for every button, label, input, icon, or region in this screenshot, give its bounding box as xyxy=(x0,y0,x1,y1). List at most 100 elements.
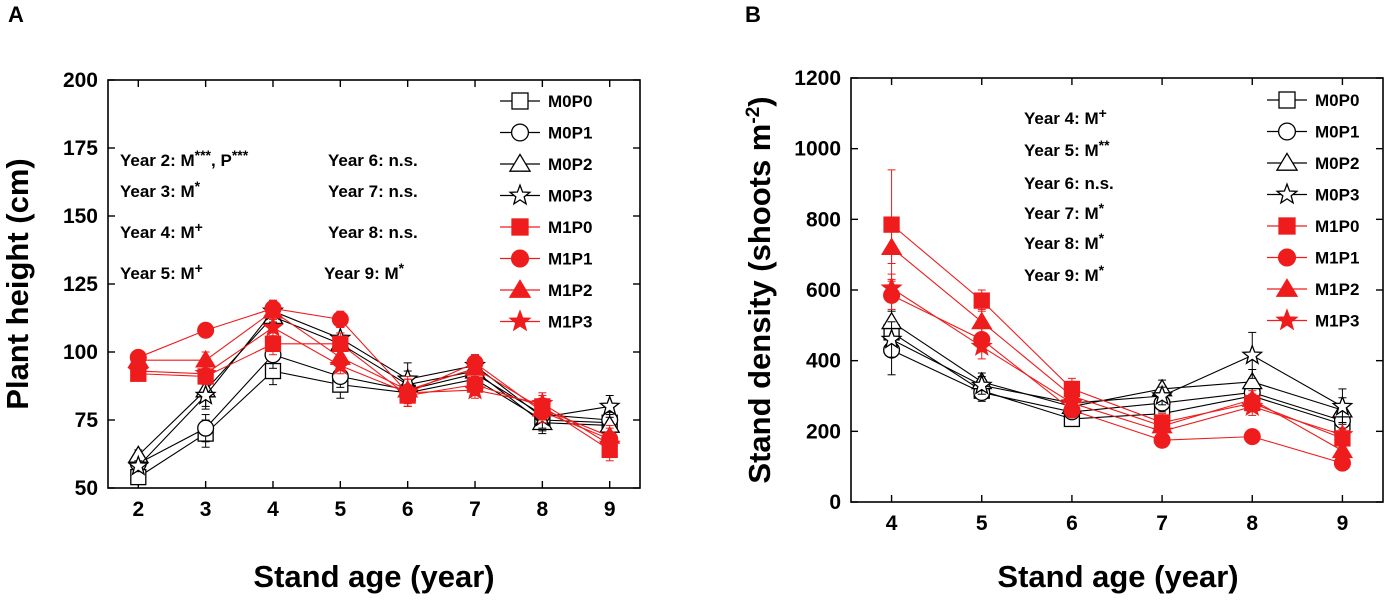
annotation-year8: Year 8: n.s. xyxy=(328,223,418,242)
data-point xyxy=(331,310,349,328)
y-tick-label: 100 xyxy=(63,341,98,364)
data-point xyxy=(1243,428,1261,446)
legend-label: M0P1 xyxy=(1315,123,1359,142)
legend-marker xyxy=(1277,248,1297,267)
annotation-significance-mark: + xyxy=(195,219,203,235)
panel-b-series xyxy=(880,169,1354,472)
data-point xyxy=(194,362,217,384)
legend-item-M1P2: M1P2 xyxy=(1267,278,1359,299)
annotation-text: Year 8: M xyxy=(1024,234,1099,253)
legend-item-M1P3: M1P3 xyxy=(500,309,592,332)
legend-label: M0P0 xyxy=(1315,91,1359,110)
legend-marker xyxy=(511,218,529,236)
legend-marker xyxy=(1277,122,1297,141)
legend-item-M1P0: M1P0 xyxy=(500,218,592,237)
data-point xyxy=(127,359,150,381)
panel-b-legend: M0P0 M0P1 M0P2 M0P3 M1P0 M1P1 M1P2 M1P3 xyxy=(1267,91,1359,331)
legend-label: M0P2 xyxy=(1315,154,1359,173)
legend-item-M0P2: M0P2 xyxy=(1267,152,1359,173)
panel-b-y-axis-label: Stand density (shoots m-2) xyxy=(742,96,777,483)
annotation-year7: Year 7: n.s. xyxy=(328,182,418,201)
annotation-year3: Year 3: M*​ xyxy=(120,178,201,201)
data-point xyxy=(463,378,487,400)
data-point xyxy=(970,334,993,356)
y-tick-label: 600 xyxy=(806,279,841,302)
annotation-year9: Year 9: M*​ xyxy=(324,260,405,283)
data-point xyxy=(970,373,993,395)
annotation-significance-mark: * xyxy=(195,178,201,194)
annotation-text: Year 6: n.s. xyxy=(328,151,418,170)
data-point xyxy=(329,353,352,375)
annotation-year4: Year 4: M+​ xyxy=(1024,105,1107,128)
data-point xyxy=(464,358,486,376)
data-point xyxy=(194,383,217,405)
data-point xyxy=(1331,440,1354,459)
annotation-text: Year 3: M xyxy=(120,182,195,201)
series-M1P1 xyxy=(883,280,1351,472)
legend-item-M1P0: M1P0 xyxy=(1267,217,1359,236)
data-point xyxy=(880,237,903,255)
series-M1P2 xyxy=(880,231,1354,459)
data-point xyxy=(264,335,282,352)
data-point xyxy=(883,216,900,233)
annotation-text: Year 8: n.s. xyxy=(328,223,418,242)
data-point xyxy=(1151,384,1174,406)
legend-marker xyxy=(1278,217,1296,235)
panel-a-letter: A xyxy=(8,2,24,27)
y-tick-label: 150 xyxy=(63,205,98,228)
panel-a-y-axis-label: Plant height (cm) xyxy=(0,158,35,409)
legend-label: M0P3 xyxy=(548,187,592,206)
x-tick-label: 9 xyxy=(604,498,616,521)
legend-label: M1P2 xyxy=(1315,280,1359,299)
legend-label: M1P3 xyxy=(1315,312,1359,331)
series-line xyxy=(138,310,610,437)
y-tick-label: 50 xyxy=(75,477,98,500)
data-point xyxy=(1241,371,1263,390)
legend-marker xyxy=(1275,182,1299,205)
y-axis-label-close: ) xyxy=(742,96,777,106)
annotation-text: Year 4: M xyxy=(120,223,195,242)
y-tick-label: 1200 xyxy=(794,67,841,90)
annotation-year6: Year 6: n.s. xyxy=(328,151,418,170)
legend-marker xyxy=(508,153,532,172)
legend-item-M1P1: M1P1 xyxy=(1267,248,1359,268)
legend-label: M1P1 xyxy=(548,250,592,269)
panel-a-x-axis-label: Stand age (year) xyxy=(253,559,494,594)
legend-label: M1P0 xyxy=(1315,217,1359,236)
legend-label: M1P3 xyxy=(548,313,592,332)
panel-a-x-ticks: 2 3 4 5 6 7 8 9 xyxy=(132,80,616,521)
annotation-text: Year 7: M xyxy=(1024,204,1099,223)
annotation-year5: Year 5: M**​ xyxy=(1024,137,1110,160)
y-tick-label: 125 xyxy=(63,273,98,296)
x-tick-label: 4 xyxy=(886,512,898,535)
annotation-significance-mark: ** xyxy=(1099,137,1110,153)
y-tick-label: 175 xyxy=(63,137,98,160)
data-point xyxy=(1241,394,1264,416)
series-line xyxy=(138,354,610,465)
annotation-significance-mark: + xyxy=(1099,105,1107,121)
data-point xyxy=(1331,394,1354,416)
legend-marker xyxy=(1275,152,1299,171)
x-tick-label: 4 xyxy=(267,498,279,521)
panel-b-y-ticks: 0 200 400 600 800 1000 1200 xyxy=(794,67,1383,514)
data-point xyxy=(531,392,554,414)
series-line xyxy=(138,326,610,445)
annotation-year4: Year 4: M+​ xyxy=(120,219,203,242)
panel-b-x-ticks: 4 5 6 7 8 9 xyxy=(886,78,1348,535)
x-tick-label: 5 xyxy=(976,512,988,535)
annotation-year6: Year 6: n.s. xyxy=(1024,174,1114,193)
annotation-year7: Year 7: M*​ xyxy=(1024,200,1105,223)
annotation-significance-mark: * xyxy=(1099,262,1105,278)
data-point xyxy=(197,321,215,339)
y-axis-label-superscript: -2 xyxy=(743,107,764,124)
legend-item-M0P2: M0P2 xyxy=(500,153,592,174)
x-tick-label: 7 xyxy=(1156,512,1168,535)
data-point xyxy=(973,292,990,309)
legend-marker xyxy=(1275,308,1299,331)
series-M0P0 xyxy=(883,310,1351,439)
panel-a-legend: M0P0 M0P1 M0P2 M0P3 M1P0 M1P1 M1P2 M1P3 xyxy=(500,92,592,332)
y-tick-label: 400 xyxy=(806,350,841,373)
legend-item-M0P3: M0P3 xyxy=(1267,182,1359,205)
panel-b-x-axis-label: Stand age (year) xyxy=(997,559,1238,594)
series-line xyxy=(138,307,610,440)
